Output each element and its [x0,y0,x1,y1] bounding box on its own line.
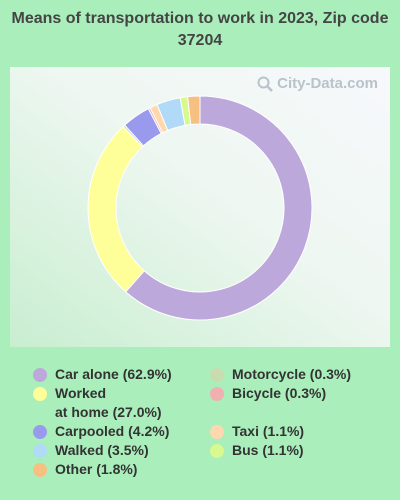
legend-label: Worked at home (27.0%) [55,385,162,420]
donut-chart [87,95,313,321]
legend-label: Bus (1.1%) [232,442,304,458]
legend-swatch [33,463,47,477]
plot-area: City-Data.com [10,67,390,347]
watermark-text: City-Data.com [277,75,378,92]
legend-swatch [33,387,47,401]
watermark: City-Data.com [257,75,378,92]
legend-swatch [210,387,224,401]
legend-label: Taxi (1.1%) [232,423,305,439]
legend-item: Other (1.8%) [33,460,137,479]
legend-item: Bicycle (0.3%) [210,384,326,403]
legend-swatch [210,368,224,382]
legend-item: Bus (1.1%) [210,441,304,460]
legend-label: Motorcycle (0.3%) [232,366,352,382]
legend-label: Car alone (62.9%) [55,366,172,382]
legend-item: Taxi (1.1%) [210,422,304,441]
legend-item: Walked (3.5%) [33,441,149,460]
legend-item: Carpooled (4.2%) [33,422,169,441]
legend-item: Motorcycle (0.3%) [210,365,351,384]
search-icon [257,76,274,92]
chart-title: Means of transportation to work in 2023,… [11,10,389,49]
legend-label: Other (1.8%) [55,461,138,477]
legend-label: Walked (3.5%) [55,442,149,458]
legend-item: Car alone (62.9%) [33,365,172,384]
legend-swatch [210,444,224,458]
donut-slice-1 [87,125,145,293]
legend-swatch [210,425,224,439]
legend-label: Carpooled (4.2%) [55,423,170,439]
legend-label: Bicycle (0.3%) [232,385,327,401]
legend-swatch [33,425,47,439]
donut-slice-0 [124,95,313,321]
legend-swatch [33,444,47,458]
legend-item: Worked at home (27.0%) [33,384,162,422]
donut-slice-8 [187,95,201,126]
legend-swatch [33,368,47,382]
